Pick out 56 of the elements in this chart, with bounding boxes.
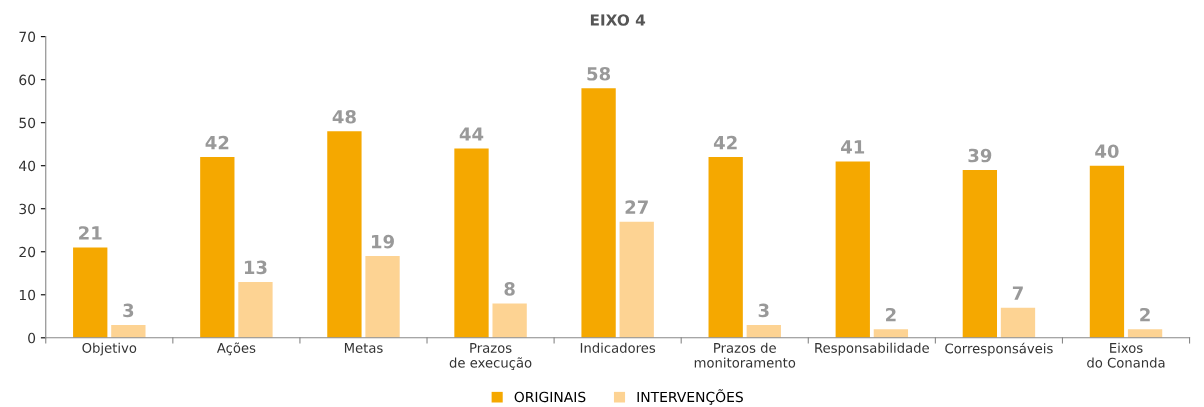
bar [238,281,273,338]
y-tick-label: 40 [19,160,36,172]
x-tick-label: Responsabilidade [815,342,929,356]
data-label: 8 [504,282,515,296]
y-tick-label: 0 [28,332,36,344]
bar [365,256,400,338]
bar [619,221,654,338]
legend-label: ORIGINAIS [514,391,586,403]
y-tick-label: 20 [19,246,36,258]
bar [454,148,489,338]
data-label: 7 [1012,286,1023,300]
bar [581,88,616,338]
data-label: 44 [459,127,484,141]
bar [111,324,146,338]
x-tick-label: Metas [344,343,383,353]
x-tick-label: Eixos do Conanda [1087,342,1165,368]
x-tick-label: Objetivo [82,342,137,356]
data-label: 42 [205,135,229,150]
data-label: 3 [758,303,769,318]
data-label: 2 [1140,307,1150,322]
bar [200,157,235,338]
bar [746,324,781,338]
y-tick-label: 70 [19,31,36,43]
y-tick-label: 30 [19,203,36,215]
data-label: 3 [123,303,134,318]
data-label: 48 [332,109,356,124]
data-label: 40 [1095,144,1119,159]
x-tick-label: Indicadores [580,342,656,353]
x-tick-label: Prazos de execução [449,343,532,371]
y-tick-label: 10 [19,289,36,301]
y-tick-label: 60 [19,74,36,86]
data-label: 19 [372,234,394,249]
bar [1127,329,1163,338]
bar [1000,307,1036,338]
legend-label: INTERVENÇÕES [637,389,743,405]
data-label: 42 [713,135,737,150]
bar [708,157,743,338]
x-tick-label: Corresponsáveis [945,342,1053,356]
data-label: 41 [841,140,865,154]
bar [327,131,362,338]
data-label: 39 [968,148,992,163]
data-label: 27 [625,200,648,214]
x-tick-label: Ações [216,342,256,356]
chart-title: EIXO 4 [590,14,646,26]
bar [873,329,909,338]
data-label: 21 [79,226,102,240]
data-label: 58 [587,66,611,81]
bar [962,170,998,338]
bar [492,303,527,338]
bar [73,247,108,338]
x-tick-label: Prazos de monitoramento [694,342,796,368]
data-label: 2 [886,307,896,322]
bar [1089,165,1125,338]
data-label: 13 [244,260,267,275]
bar [835,161,870,338]
y-tick-label: 50 [19,117,36,129]
